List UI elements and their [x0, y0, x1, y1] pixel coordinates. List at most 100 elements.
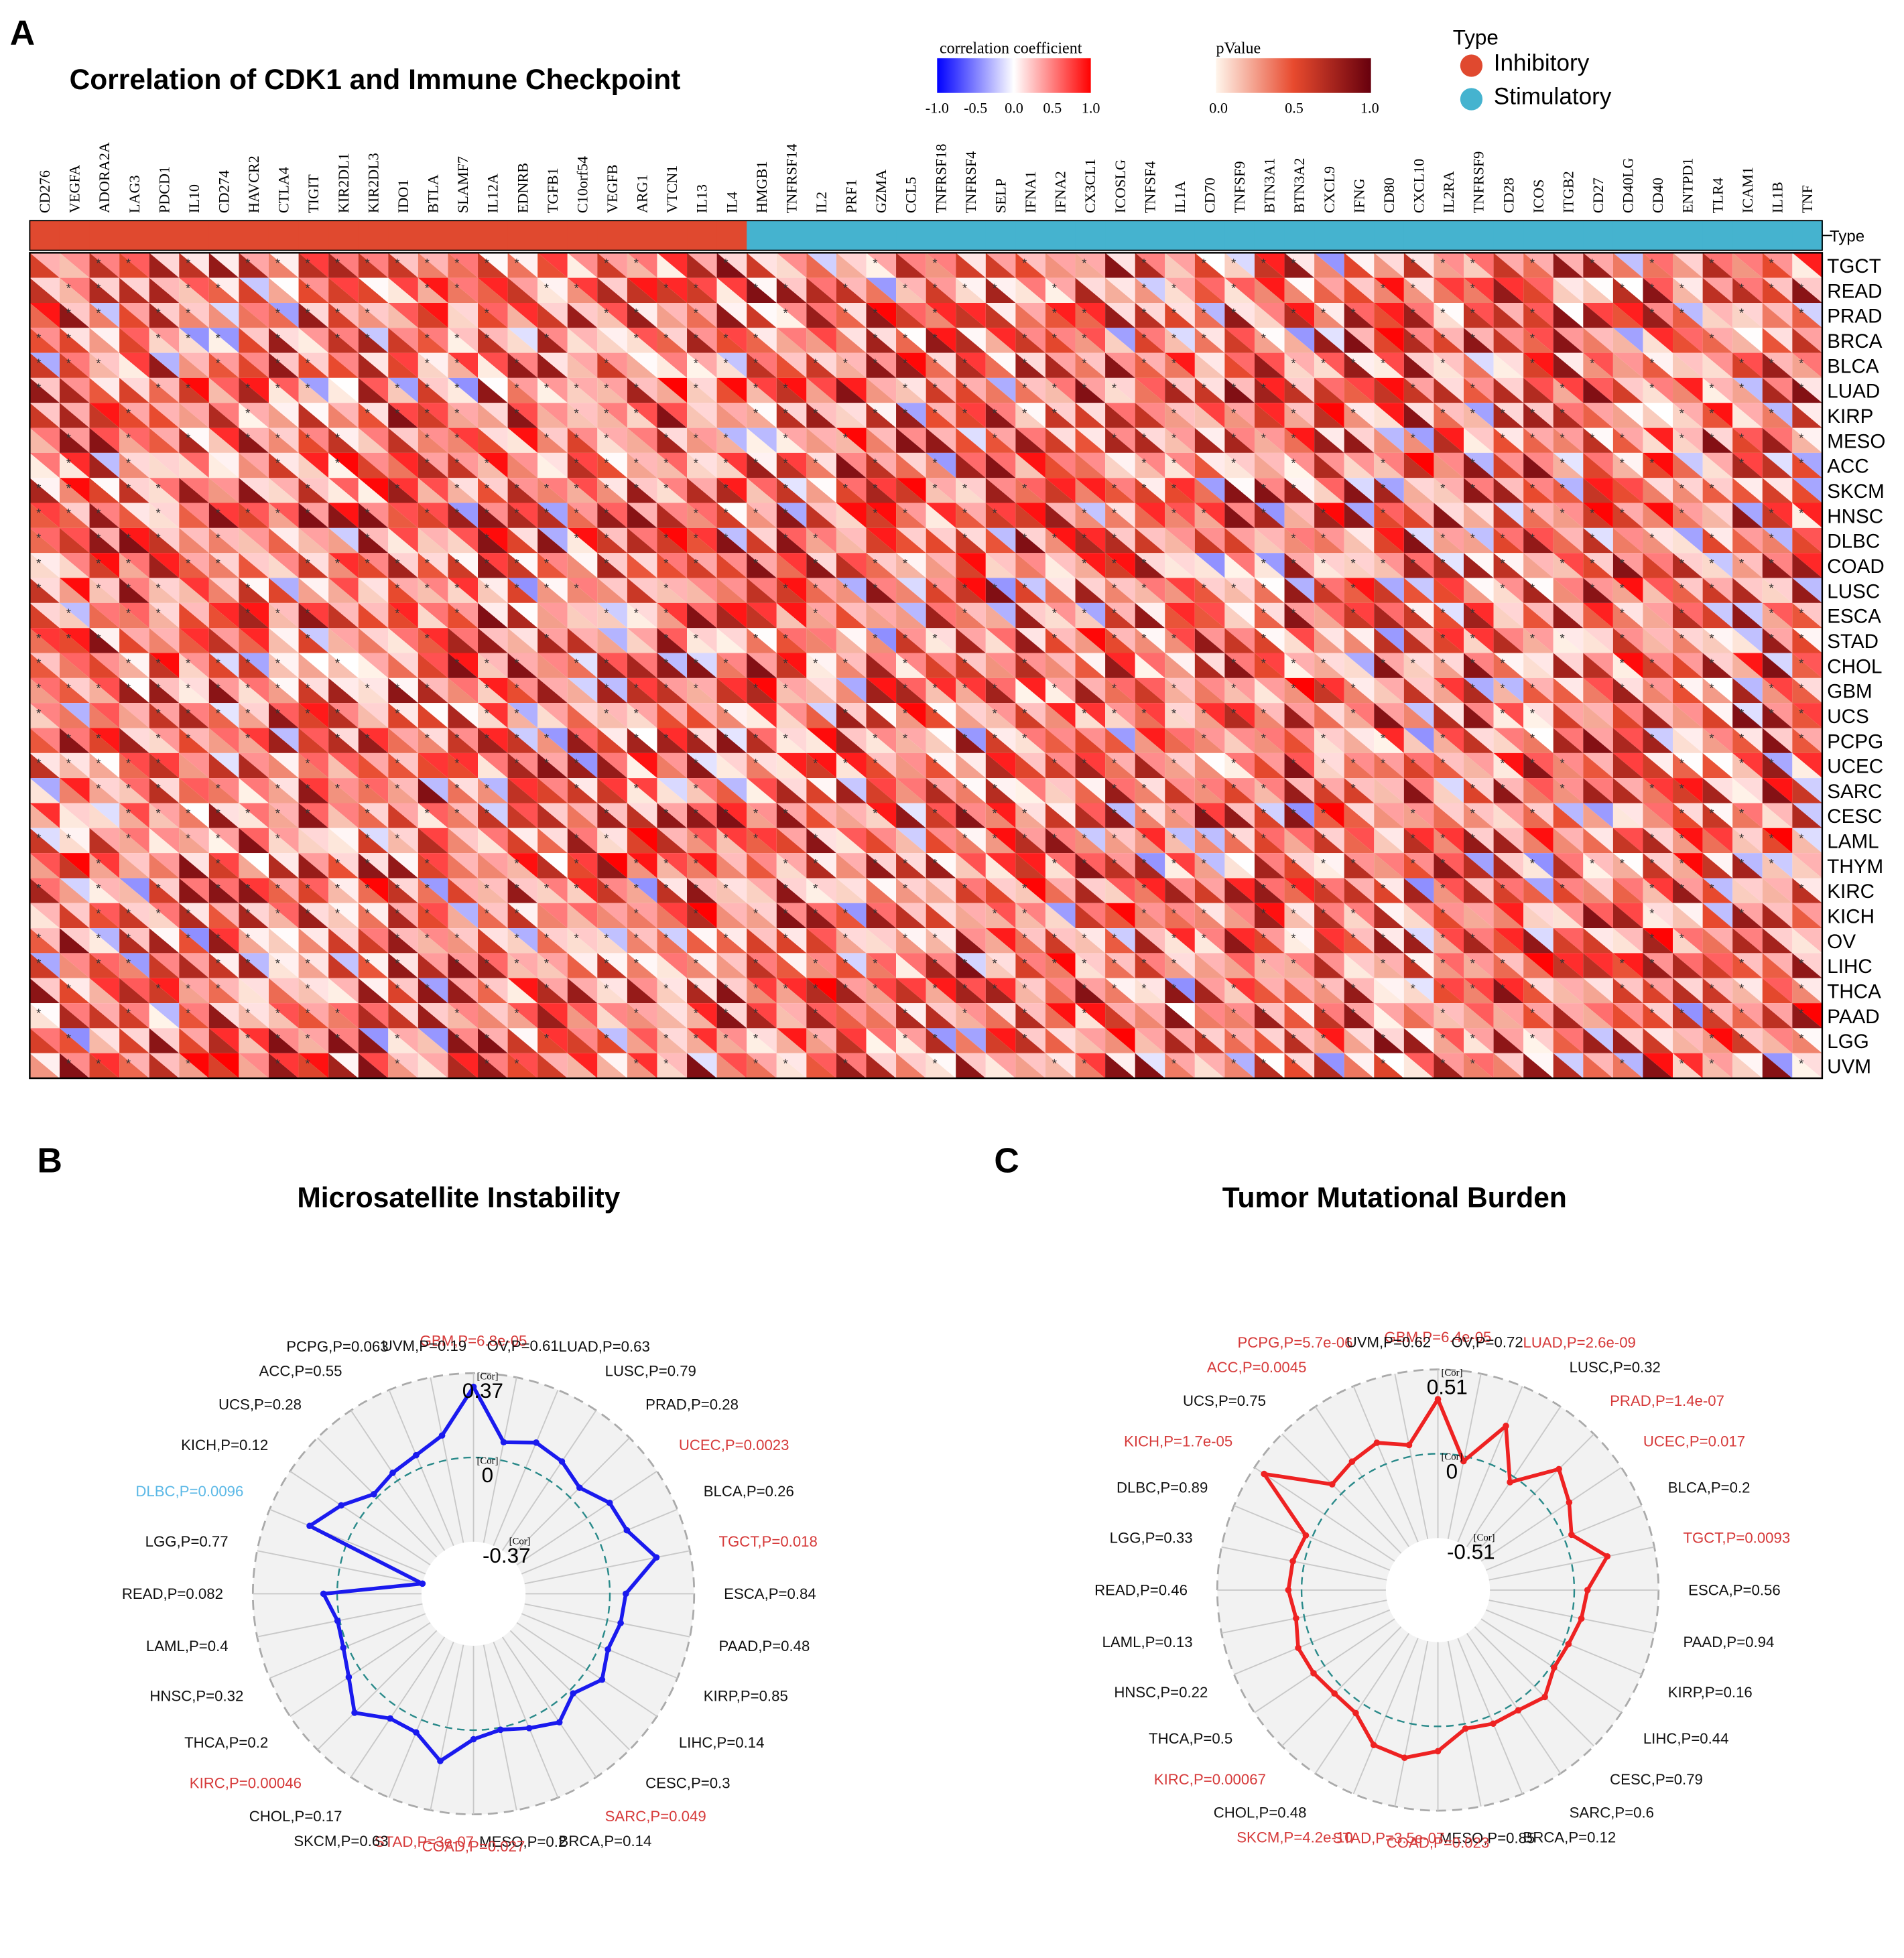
type-bar-segment: [508, 220, 539, 250]
significance-star: *: [1052, 331, 1057, 345]
significance-star: *: [1321, 581, 1326, 595]
significance-star: *: [1799, 381, 1803, 395]
significance-star: *: [544, 756, 549, 770]
heatmap-column-label: CD40: [1649, 178, 1666, 213]
significance-star: *: [783, 381, 788, 395]
significance-star: *: [903, 1031, 907, 1045]
significance-star: *: [155, 481, 160, 495]
significance-star: *: [1739, 706, 1744, 720]
significance-star: *: [1739, 806, 1744, 820]
significance-star: *: [1171, 831, 1176, 845]
significance-star: *: [1411, 856, 1415, 870]
significance-star: *: [723, 981, 728, 995]
significance-star: *: [1381, 356, 1385, 370]
significance-star: *: [96, 631, 101, 645]
type-bar-segment: [1434, 220, 1464, 250]
significance-star: *: [993, 906, 997, 920]
significance-star: *: [663, 531, 668, 545]
significance-star: *: [216, 956, 220, 970]
significance-star: *: [1022, 381, 1027, 395]
heatmap-column-label: CXCL9: [1321, 166, 1338, 213]
significance-star: *: [813, 856, 818, 870]
significance-star: *: [1082, 706, 1086, 720]
significance-star: *: [186, 706, 190, 720]
significance-star: *: [126, 556, 131, 570]
significance-star: *: [574, 481, 579, 495]
significance-star: *: [634, 481, 639, 495]
significance-star: *: [1171, 381, 1176, 395]
significance-star: *: [544, 881, 549, 895]
significance-star: *: [783, 281, 788, 295]
significance-star: *: [126, 406, 131, 420]
significance-star: *: [663, 881, 668, 895]
significance-star: *: [485, 506, 489, 520]
type-bar-segment: [418, 220, 449, 250]
significance-star: *: [1022, 881, 1027, 895]
heatmap-column-label: IL1B: [1769, 182, 1785, 213]
significance-star: *: [1082, 556, 1086, 570]
significance-star: *: [634, 456, 639, 470]
significance-star: *: [96, 506, 101, 520]
significance-star: *: [1620, 681, 1625, 695]
significance-star: *: [723, 431, 728, 445]
significance-star: *: [1082, 931, 1086, 945]
significance-star: *: [723, 656, 728, 670]
significance-star: *: [962, 656, 967, 670]
significance-star: *: [155, 606, 160, 621]
significance-star: *: [275, 356, 280, 370]
significance-star: *: [1171, 856, 1176, 870]
significance-star: *: [634, 606, 639, 621]
significance-star: *: [275, 706, 280, 720]
significance-star: *: [454, 1031, 459, 1045]
significance-star: *: [1560, 756, 1565, 770]
significance-star: *: [753, 956, 758, 970]
significance-star: *: [1500, 781, 1505, 795]
significance-star: *: [1649, 956, 1654, 970]
significance-star: *: [574, 831, 579, 845]
significance-star: *: [723, 706, 728, 720]
significance-star: *: [1769, 281, 1774, 295]
significance-star: *: [514, 681, 519, 695]
significance-star: *: [1470, 806, 1475, 820]
significance-star: *: [723, 731, 728, 745]
significance-star: *: [1022, 706, 1027, 720]
significance-star: *: [1171, 756, 1176, 770]
significance-star: *: [395, 1031, 399, 1045]
heatmap-column-label: IL4: [723, 192, 740, 213]
significance-star: *: [216, 656, 220, 670]
significance-star: *: [783, 731, 788, 745]
significance-star: *: [485, 981, 489, 995]
significance-star: *: [753, 806, 758, 820]
corr-legend-bar: [937, 58, 1090, 93]
significance-star: *: [365, 256, 369, 270]
significance-star: *: [245, 606, 250, 621]
significance-star: *: [485, 556, 489, 570]
significance-star: *: [962, 356, 967, 370]
significance-star: *: [155, 781, 160, 795]
significance-star: *: [813, 906, 818, 920]
significance-star: *: [1411, 281, 1415, 295]
significance-star: *: [1052, 831, 1057, 845]
significance-star: *: [1202, 731, 1206, 745]
type-bar-segment: [1135, 220, 1166, 250]
significance-star: *: [1709, 881, 1714, 895]
significance-star: *: [1560, 481, 1565, 495]
significance-star: *: [1022, 1031, 1027, 1045]
significance-star: *: [1620, 856, 1625, 870]
significance-star: *: [1470, 306, 1475, 320]
significance-star: *: [96, 356, 101, 370]
significance-star: *: [275, 906, 280, 920]
significance-star: *: [574, 431, 579, 445]
significance-star: *: [1231, 831, 1236, 845]
significance-star: *: [36, 356, 41, 370]
significance-star: *: [753, 506, 758, 520]
significance-star: *: [604, 381, 609, 395]
significance-star: *: [873, 581, 877, 595]
heatmap-column-label: SELP: [992, 178, 1009, 213]
significance-star: *: [604, 831, 609, 845]
significance-star: *: [1350, 556, 1355, 570]
significance-star: *: [1530, 481, 1535, 495]
significance-star: *: [454, 406, 459, 420]
significance-star: *: [663, 806, 668, 820]
significance-star: *: [843, 431, 848, 445]
